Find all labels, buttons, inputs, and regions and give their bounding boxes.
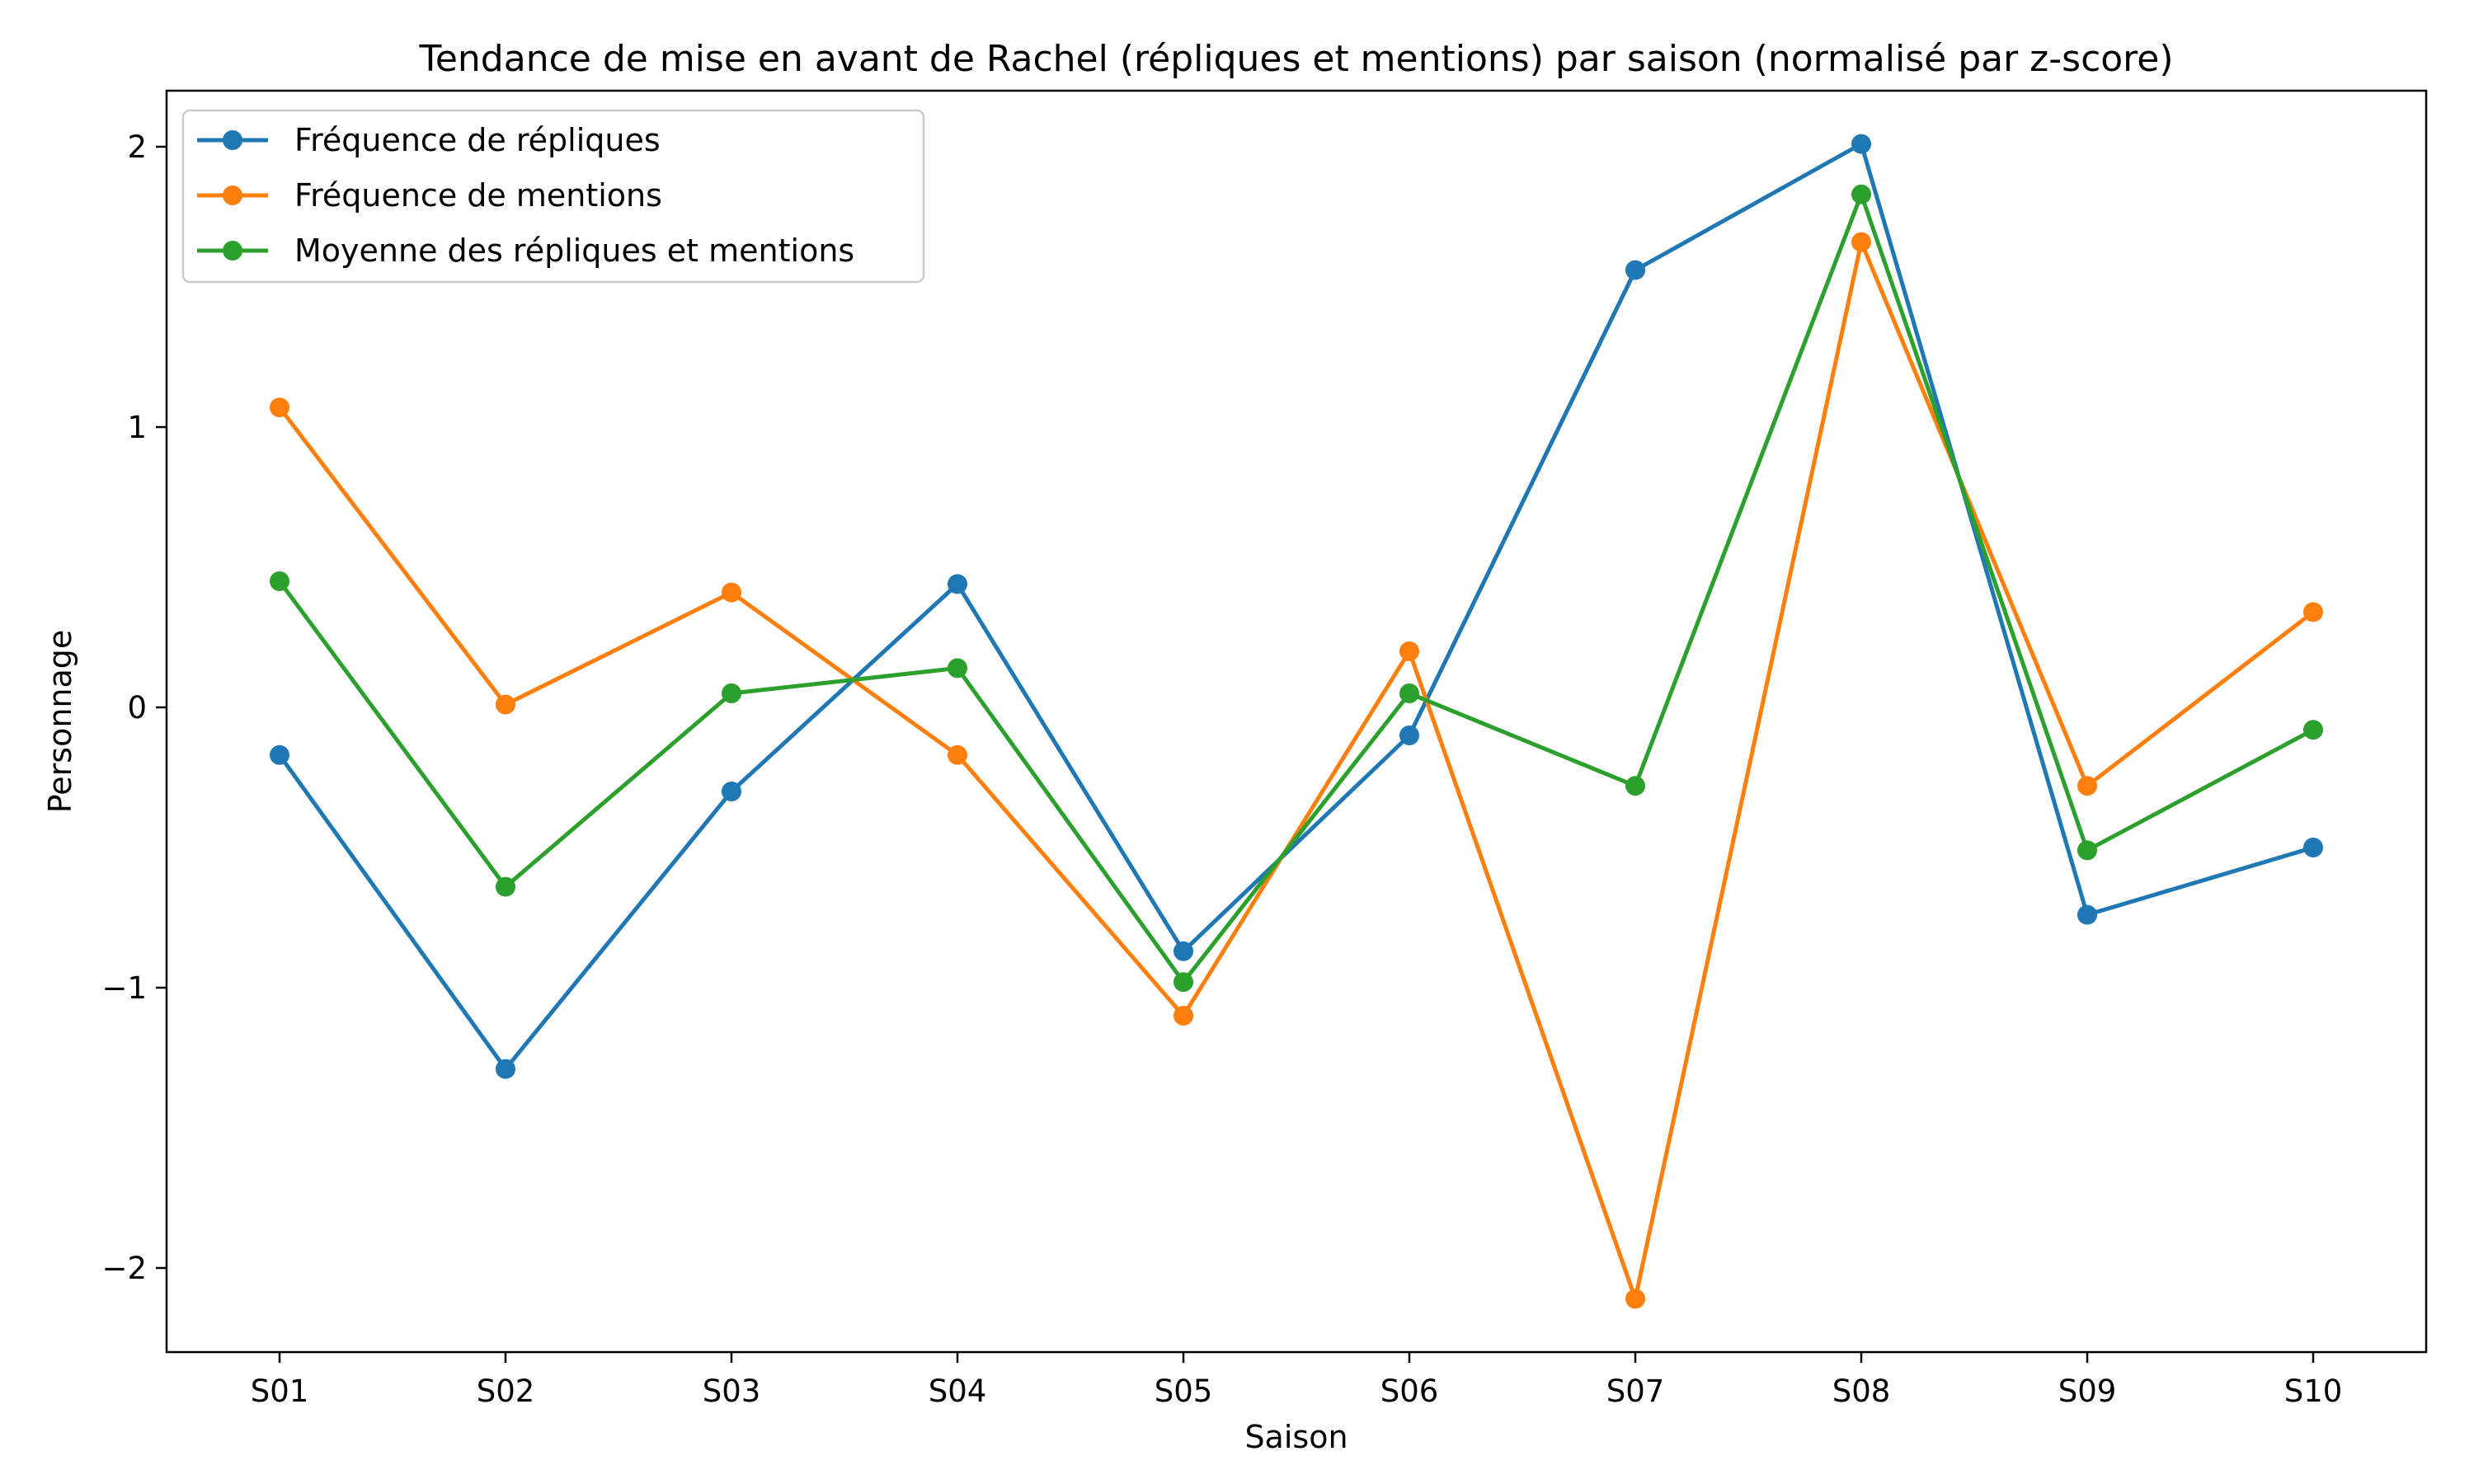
x-tick-label-s09: S09 — [2058, 1374, 2117, 1409]
series-line-2 — [277, 240, 2316, 1301]
legend-label-2: Fréquence de mentions — [294, 177, 662, 214]
data-point-s1-s03 — [722, 782, 741, 801]
data-point-s3-s05 — [1174, 972, 1193, 993]
data-point-s3-s06 — [1399, 683, 1419, 703]
data-point-s2-s03 — [722, 582, 741, 603]
y-tick-label-2: 0 — [127, 690, 147, 726]
y-tick-label-0: 2 — [127, 129, 147, 165]
x-tick-label-s04: S04 — [929, 1374, 987, 1409]
x-tick-label-s05: S05 — [1155, 1374, 1213, 1409]
x-tick-label-s03: S03 — [703, 1374, 761, 1409]
data-point-s3-s07 — [1625, 776, 1645, 796]
series-line-3 — [277, 192, 2316, 984]
x-tick-label-s08: S08 — [1832, 1374, 1891, 1409]
y-tick-label-4: −2 — [101, 1251, 147, 1286]
data-point-s1-s02 — [496, 1059, 515, 1079]
data-point-s2-s07 — [1625, 1289, 1645, 1309]
data-point-s3-s02 — [496, 876, 515, 897]
data-point-s3-s04 — [948, 658, 967, 679]
data-point-s2-s04 — [948, 744, 967, 765]
x-tick-label-s10: S10 — [2284, 1374, 2343, 1409]
data-point-s3-s08 — [1851, 184, 1871, 204]
data-point-s3-s03 — [722, 683, 741, 703]
legend-label-3: Moyenne des répliques et mentions — [294, 232, 854, 269]
series-line-1 — [277, 142, 2316, 1072]
plot-frame — [165, 89, 2428, 1354]
y-axis-label: Personnage — [42, 630, 78, 814]
data-point-s2-s08 — [1851, 232, 1871, 252]
legend-marker-1 — [223, 130, 242, 150]
data-point-s3-s01 — [270, 571, 289, 591]
x-tick-label-s01: S01 — [251, 1374, 309, 1409]
data-point-s1-s10 — [2303, 838, 2323, 857]
x-tick-label-s07: S07 — [1606, 1374, 1665, 1409]
data-point-s2-s05 — [1174, 1006, 1193, 1026]
data-point-s2-s02 — [496, 694, 515, 715]
data-point-s1-s08 — [1851, 134, 1871, 154]
y-tick-label-1: 1 — [127, 410, 147, 445]
legend-box — [181, 109, 925, 284]
data-point-s3-s10 — [2303, 720, 2323, 740]
data-point-s1-s05 — [1174, 941, 1193, 961]
chart-title: Tendance de mise en avant de Rachel (rép… — [418, 38, 2173, 80]
data-point-s2-s06 — [1399, 641, 1419, 661]
data-point-s2-s09 — [2077, 776, 2097, 796]
y-tick-label-3: −1 — [101, 970, 147, 1006]
legend-marker-2 — [223, 186, 242, 205]
x-tick-label-s06: S06 — [1380, 1374, 1439, 1409]
legend-label-1: Fréquence de répliques — [294, 122, 661, 158]
data-point-s2-s10 — [2303, 602, 2323, 622]
data-point-s2-s01 — [270, 397, 289, 418]
data-point-s1-s01 — [270, 744, 289, 765]
data-point-s3-s09 — [2077, 840, 2097, 861]
data-point-s1-s09 — [2077, 904, 2097, 925]
data-point-s1-s07 — [1625, 260, 1645, 280]
x-tick-label-s02: S02 — [477, 1374, 535, 1409]
data-point-s1-s04 — [948, 574, 967, 594]
data-point-s1-s06 — [1399, 726, 1419, 745]
legend-marker-3 — [223, 241, 242, 261]
x-axis-label: Saison — [1244, 1419, 1348, 1455]
